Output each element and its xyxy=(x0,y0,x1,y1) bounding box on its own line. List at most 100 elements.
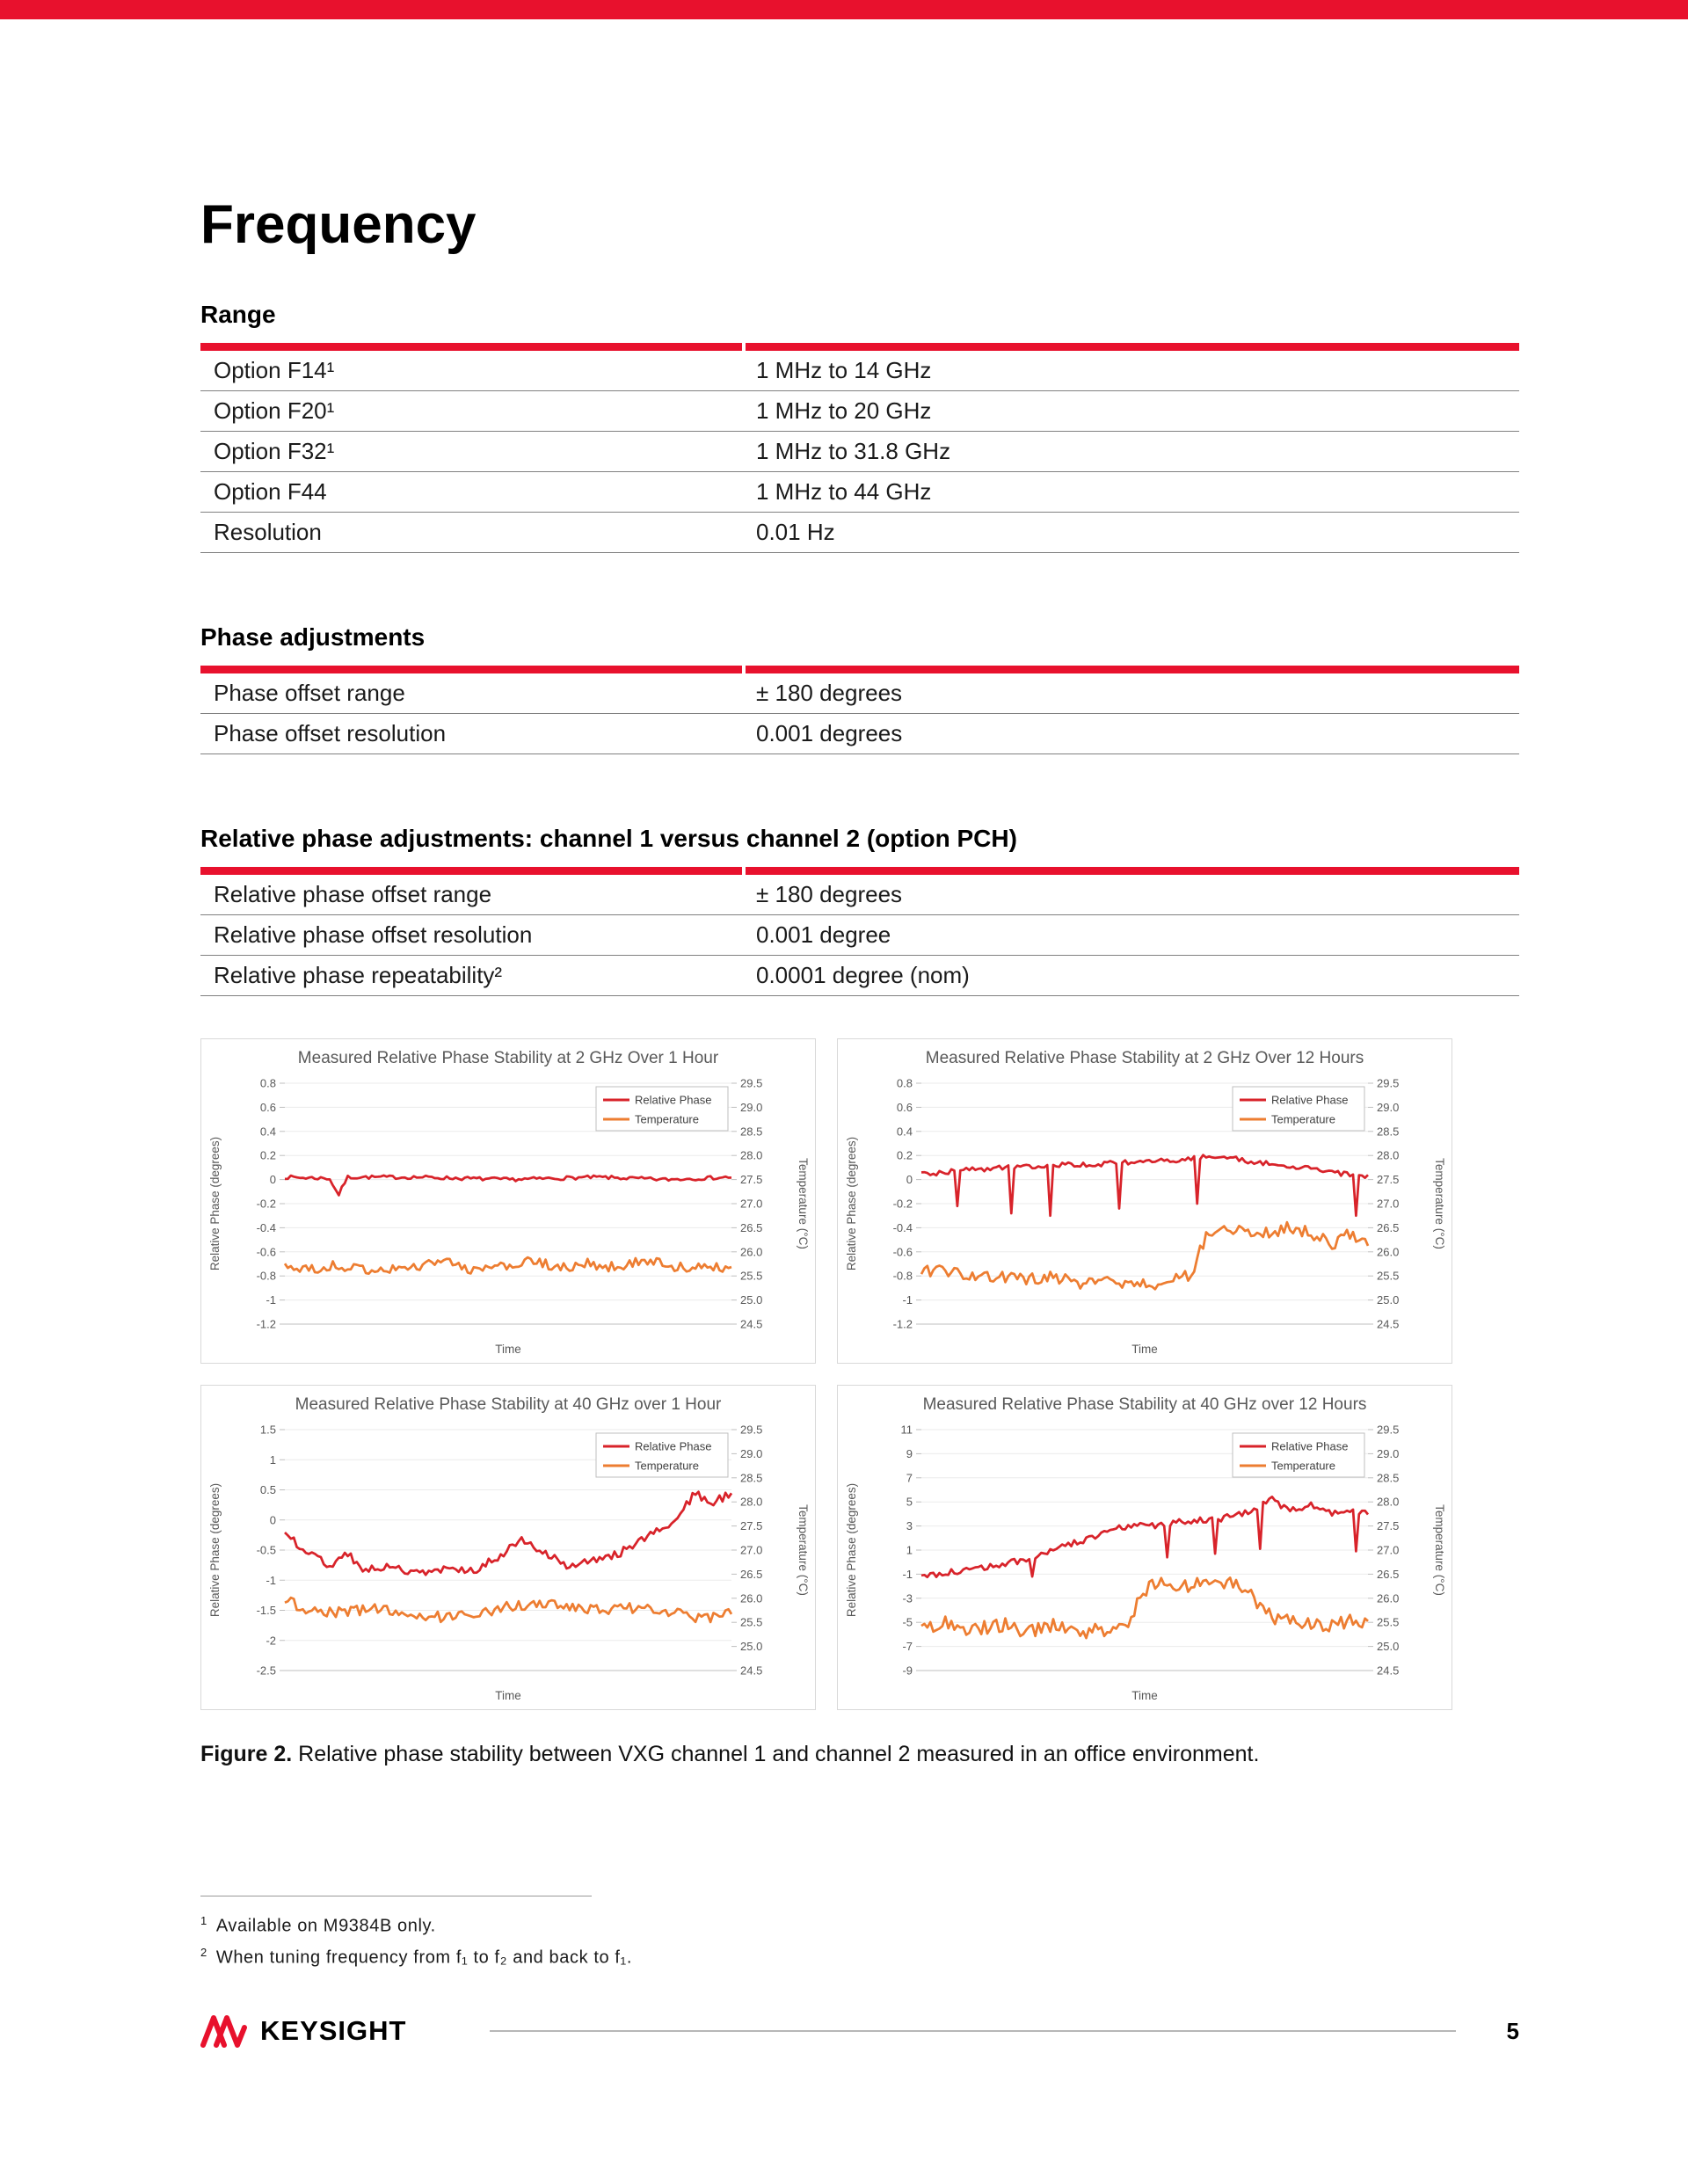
svg-text:28.5: 28.5 xyxy=(740,1471,762,1484)
svg-text:0: 0 xyxy=(270,1513,276,1526)
svg-text:25.0: 25.0 xyxy=(740,1640,762,1653)
spec-value: 1 MHz to 14 GHz xyxy=(756,357,932,384)
svg-text:29.0: 29.0 xyxy=(1377,1447,1399,1460)
svg-text:27.5: 27.5 xyxy=(740,1519,762,1532)
spec-table-range: Option F14¹ 1 MHz to 14 GHz Option F20¹ … xyxy=(200,343,1519,554)
svg-text:5: 5 xyxy=(906,1496,913,1509)
svg-text:0: 0 xyxy=(906,1173,913,1186)
spec-label: Option F44 xyxy=(214,478,327,506)
table-accent-bar xyxy=(200,343,1519,352)
svg-text:26.5: 26.5 xyxy=(1377,1221,1399,1234)
svg-text:Relative Phase (degrees): Relative Phase (degrees) xyxy=(208,1137,222,1270)
svg-text:24.5: 24.5 xyxy=(740,1318,762,1331)
svg-text:28.0: 28.0 xyxy=(1377,1149,1399,1162)
chart-phase-stability-40ghz-1hour: 1.5 1 0.5 0 -0.5 -1 -1.5 -2 -2.5 29.5 29.0 28.5 28.0… xyxy=(200,1385,816,1711)
spec-value: 1 MHz to 20 GHz xyxy=(756,397,932,425)
svg-text:28.5: 28.5 xyxy=(1377,1471,1399,1484)
svg-text:Measured Relative Phase Stabil: Measured Relative Phase Stability at 2 G… xyxy=(298,1049,719,1067)
svg-text:Relative Phase (degrees): Relative Phase (degrees) xyxy=(845,1483,858,1617)
svg-text:-1.5: -1.5 xyxy=(257,1604,276,1617)
svg-text:25.0: 25.0 xyxy=(1377,1640,1399,1653)
svg-text:11: 11 xyxy=(901,1423,913,1437)
footnote-marker: 2 xyxy=(200,1945,207,1959)
svg-text:Time: Time xyxy=(495,1343,521,1356)
svg-text:7: 7 xyxy=(906,1471,913,1484)
svg-text:0.4: 0.4 xyxy=(897,1125,913,1138)
spec-table-phase-adjustments: Phase offset range ± 180 degrees Phase o… xyxy=(200,666,1519,755)
chart-phase-stability-2ghz-1hour: 0.8 0.6 0.4 0.2 0 -0.2 -0.4 -0.6 -0.8 -1 -1.2 29.5 2… xyxy=(200,1038,816,1365)
svg-text:27.5: 27.5 xyxy=(1377,1173,1399,1186)
brand-text: KEYSIGHT xyxy=(260,2015,407,2046)
svg-text:-1.2: -1.2 xyxy=(893,1318,913,1331)
svg-text:-1: -1 xyxy=(266,1574,276,1587)
table-row: Phase offset range ± 180 degrees xyxy=(200,673,1519,715)
svg-text:25.0: 25.0 xyxy=(1377,1293,1399,1307)
svg-text:29.5: 29.5 xyxy=(740,1077,762,1090)
svg-text:Time: Time xyxy=(1131,1689,1158,1702)
svg-text:Temperature (°C): Temperature (°C) xyxy=(797,1158,810,1249)
keysight-logo-icon xyxy=(200,2015,247,2048)
svg-text:29.5: 29.5 xyxy=(740,1423,762,1437)
table-accent-bar xyxy=(200,666,1519,674)
spec-table-relative-phase: Relative phase offset range ± 180 degree… xyxy=(200,867,1519,997)
svg-text:26.0: 26.0 xyxy=(1377,1591,1399,1605)
svg-text:-1.2: -1.2 xyxy=(257,1318,276,1331)
svg-text:-7: -7 xyxy=(902,1640,913,1653)
svg-text:Temperature: Temperature xyxy=(635,1460,699,1473)
table-row: Option F44 1 MHz to 44 GHz xyxy=(200,472,1519,513)
svg-text:0.6: 0.6 xyxy=(260,1101,276,1114)
spec-label: Relative phase repeatability² xyxy=(214,962,503,989)
svg-text:-1: -1 xyxy=(902,1568,913,1581)
svg-text:-5: -5 xyxy=(902,1616,913,1629)
svg-text:28.0: 28.0 xyxy=(740,1496,762,1509)
keysight-logo: KEYSIGHT xyxy=(200,2012,406,2050)
svg-text:26.5: 26.5 xyxy=(1377,1568,1399,1581)
chart-canvas: 0.8 0.6 0.4 0.2 0 -0.2 -0.4 -0.6 -0.8 -1 -1.2 29.5 2… xyxy=(845,1049,1446,1356)
svg-text:0.4: 0.4 xyxy=(260,1125,276,1138)
footnote-text: Available on M9384B only. xyxy=(215,1916,436,1936)
footnotes: 1 Available on M9384B only. 2 When tuning … xyxy=(200,1896,632,1977)
svg-text:1: 1 xyxy=(906,1544,913,1557)
svg-text:0.6: 0.6 xyxy=(897,1101,913,1114)
table-row: Relative phase offset range ± 180 degree… xyxy=(200,875,1519,916)
svg-text:26.0: 26.0 xyxy=(740,1591,762,1605)
svg-text:Temperature: Temperature xyxy=(1271,1460,1335,1473)
svg-text:-2.5: -2.5 xyxy=(257,1664,276,1678)
svg-text:29.5: 29.5 xyxy=(1377,1423,1399,1437)
spec-label: Option F32¹ xyxy=(214,438,335,465)
svg-text:26.5: 26.5 xyxy=(740,1221,762,1234)
svg-text:0.5: 0.5 xyxy=(260,1483,276,1496)
svg-text:-0.6: -0.6 xyxy=(893,1245,913,1258)
footnote-2: 2 When tuning frequency from f₁ to f₂ and… xyxy=(200,1946,632,1969)
table-row: Relative phase offset resolution 0.001 d… xyxy=(200,915,1519,957)
svg-text:1: 1 xyxy=(270,1453,276,1467)
spec-label: Option F20¹ xyxy=(214,397,335,425)
svg-text:29.0: 29.0 xyxy=(740,1447,762,1460)
footnote-1: 1 Available on M9384B only. xyxy=(200,1914,632,1937)
svg-text:-0.5: -0.5 xyxy=(257,1544,276,1557)
svg-text:26.5: 26.5 xyxy=(740,1568,762,1581)
svg-text:Measured Relative Phase Stabil: Measured Relative Phase Stability at 40 … xyxy=(295,1395,722,1414)
spec-label: Option F14¹ xyxy=(214,357,335,384)
svg-text:-3: -3 xyxy=(902,1591,913,1605)
svg-text:29.0: 29.0 xyxy=(1377,1101,1399,1114)
chart-phase-stability-2ghz-12hours: 0.8 0.6 0.4 0.2 0 -0.2 -0.4 -0.6 -0.8 -1 -1.2 29.5 2… xyxy=(837,1038,1452,1365)
chart-canvas: 0.8 0.6 0.4 0.2 0 -0.2 -0.4 -0.6 -0.8 -1 -1.2 29.5 2… xyxy=(208,1049,810,1356)
svg-text:25.5: 25.5 xyxy=(740,1270,762,1283)
svg-text:28.5: 28.5 xyxy=(740,1125,762,1138)
svg-text:0.8: 0.8 xyxy=(897,1077,913,1090)
svg-text:-0.8: -0.8 xyxy=(257,1270,276,1283)
svg-text:27.0: 27.0 xyxy=(740,1198,762,1211)
svg-text:24.5: 24.5 xyxy=(1377,1664,1399,1678)
svg-text:Relative Phase: Relative Phase xyxy=(635,1440,711,1453)
svg-text:Temperature: Temperature xyxy=(1271,1113,1335,1126)
svg-text:3: 3 xyxy=(906,1519,913,1532)
svg-text:1.5: 1.5 xyxy=(260,1423,276,1437)
spec-label: Phase offset resolution xyxy=(214,720,447,747)
spec-label: Relative phase offset resolution xyxy=(214,921,533,949)
svg-text:Relative Phase (degrees): Relative Phase (degrees) xyxy=(208,1483,222,1617)
svg-text:Relative Phase: Relative Phase xyxy=(1271,1094,1348,1107)
svg-text:Temperature: Temperature xyxy=(635,1113,699,1126)
spec-value: 1 MHz to 44 GHz xyxy=(756,478,932,506)
svg-text:-0.4: -0.4 xyxy=(893,1221,913,1234)
